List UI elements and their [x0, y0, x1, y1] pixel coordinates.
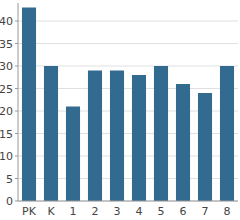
bars: [22, 8, 234, 202]
x-axis: [18, 201, 238, 202]
bar: [22, 8, 36, 202]
bar: [88, 71, 102, 202]
tick-label: 5: [6, 173, 13, 186]
tick-label: 40: [0, 15, 13, 28]
category-label: 8: [224, 205, 231, 218]
chart: 0 5 10 15 20 25 30 35 40 PK K 1 2 3 4 5 6 7 8: [0, 0, 240, 220]
bar: [66, 107, 80, 202]
tick-label: 35: [0, 38, 13, 51]
category-label: 6: [180, 205, 187, 218]
category-label: 2: [92, 205, 99, 218]
bar: [198, 93, 212, 201]
category-label: K: [47, 205, 55, 218]
category-label: 5: [158, 205, 165, 218]
grid-line: [18, 21, 238, 22]
grid-line: [18, 201, 238, 202]
bar: [44, 66, 58, 201]
category-label: 7: [202, 205, 209, 218]
tick-label: 0: [6, 195, 13, 208]
tick-label: 10: [0, 150, 13, 163]
y-axis: [18, 3, 19, 201]
grid-line: [18, 43, 238, 44]
tick-label: 30: [0, 60, 13, 73]
category-label: 4: [136, 205, 143, 218]
category-label: PK: [22, 205, 37, 218]
category-label: 1: [70, 205, 77, 218]
bar: [176, 84, 190, 201]
bar: [154, 66, 168, 201]
bar: [220, 66, 234, 201]
bar: [110, 71, 124, 202]
tick-label: 15: [0, 128, 13, 141]
bar: [132, 75, 146, 201]
tick-label: 20: [0, 105, 13, 118]
category-label: 3: [114, 205, 121, 218]
tick-label: 25: [0, 83, 13, 96]
